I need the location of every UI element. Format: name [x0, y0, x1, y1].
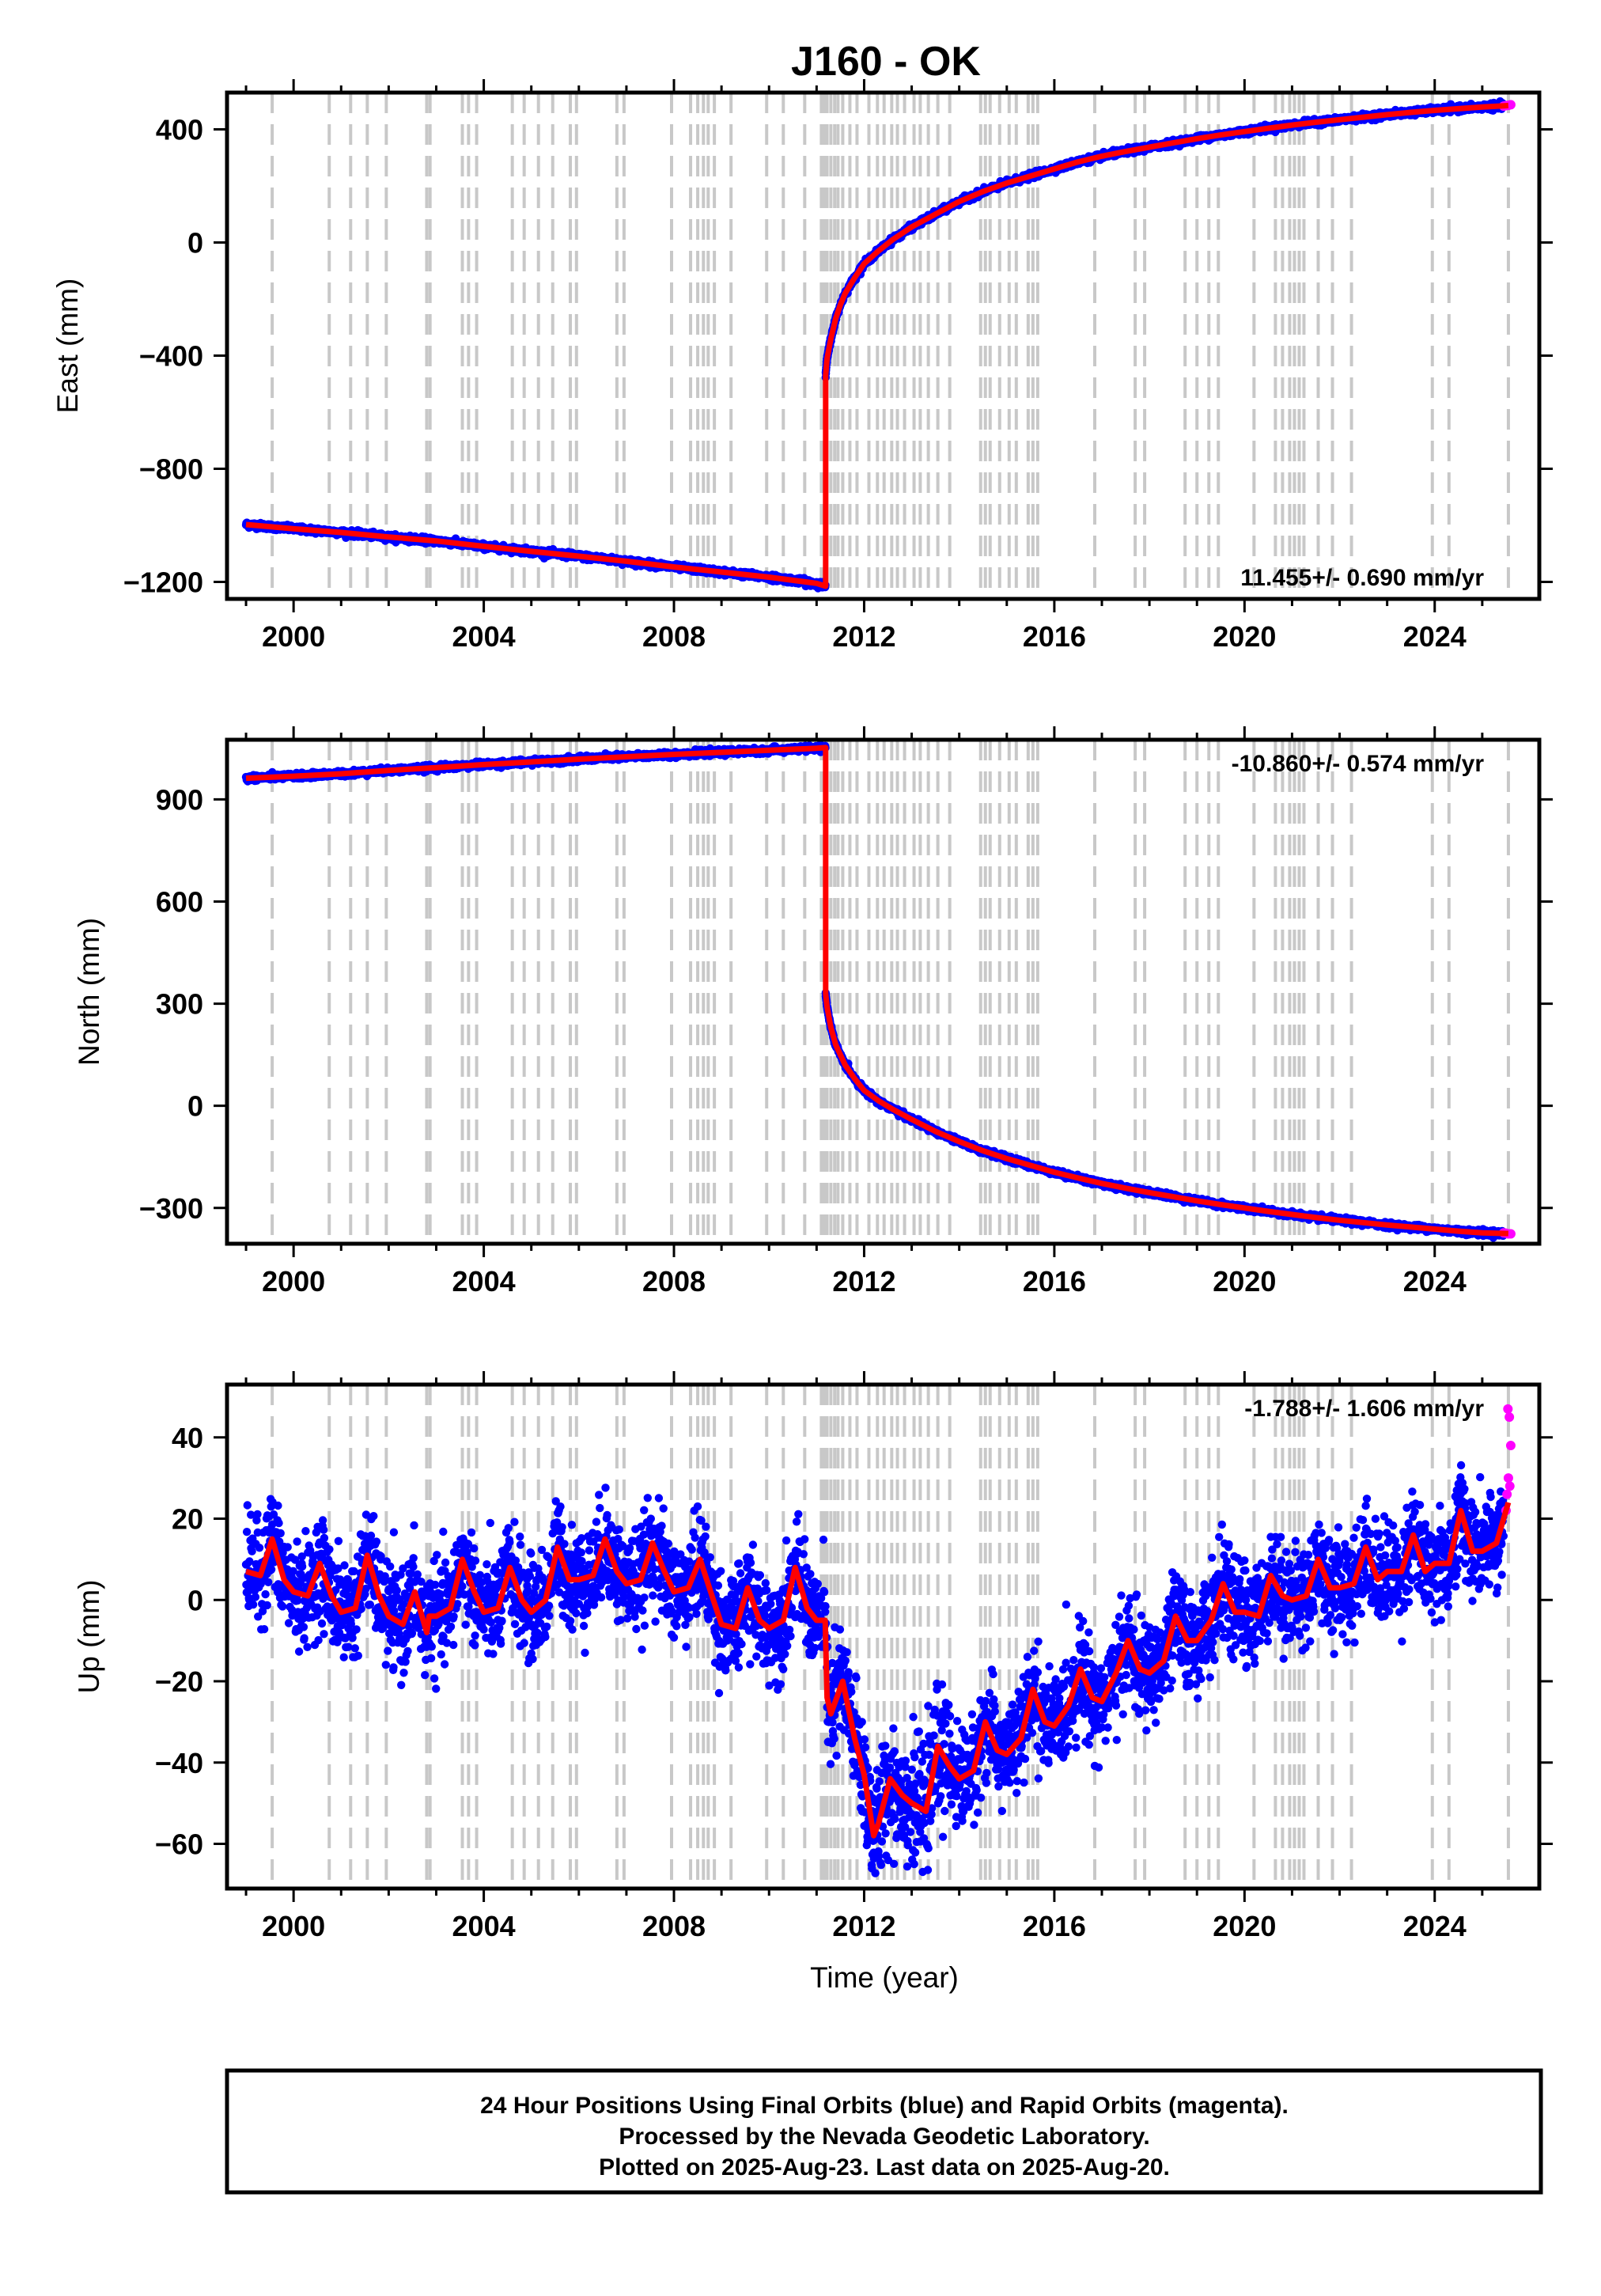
- panel-east: 2000 2004 2008 2012 2016 2020 2024 400 0 −400 −800…: [51, 79, 1553, 653]
- x-tick-label: 2024: [1403, 620, 1467, 653]
- x-tick-label: 2008: [642, 620, 706, 653]
- y-axis-label: East (mm): [51, 278, 84, 414]
- y-tick-label: 400: [156, 113, 203, 146]
- plot-frame: [225, 90, 1542, 601]
- panel-north: 2000 2004 2008 2012 2016 2020 20249006003000−3…: [73, 726, 1553, 1298]
- y-tick-label: 0: [187, 226, 203, 259]
- rate-label: 11.455+/- 0.690 mm/yr: [1240, 565, 1484, 591]
- y-tick-label: −400: [139, 340, 203, 373]
- chart-title: J160 - OK: [791, 39, 981, 85]
- x-tick-label: 2020: [1213, 620, 1276, 653]
- plot-area: [241, 740, 1516, 1244]
- model-line: [245, 102, 1509, 589]
- plot-area: [241, 93, 1516, 599]
- y-tick-label: −1200: [123, 566, 203, 599]
- x-tick-label: 2004: [452, 620, 516, 653]
- y-tick-label: −800: [139, 453, 203, 486]
- x-tick-label: 2012: [832, 620, 895, 653]
- x-tick-label: 2000: [262, 620, 325, 653]
- x-tick-label: 2016: [1023, 620, 1086, 653]
